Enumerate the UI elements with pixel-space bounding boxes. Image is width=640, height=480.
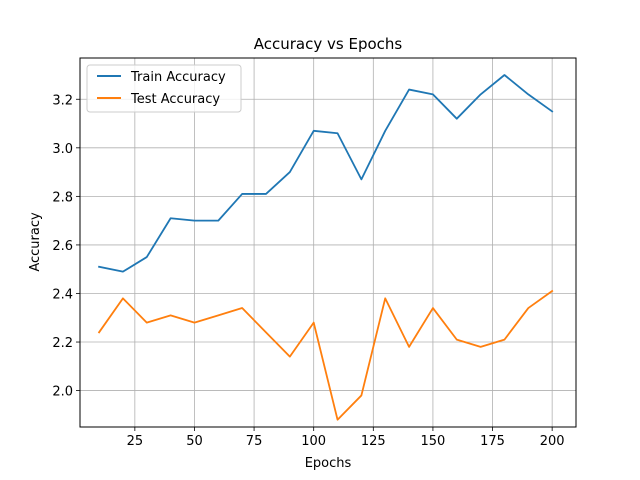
x-tick-label: 50 (186, 434, 203, 449)
data-point-train (527, 93, 529, 95)
data-point-train (146, 256, 148, 258)
x-tick-label: 200 (540, 434, 565, 449)
data-point-train (313, 130, 315, 132)
data-point-train (432, 93, 434, 95)
data-point-train (265, 193, 267, 195)
data-point-train (408, 89, 410, 91)
data-point-train (122, 271, 124, 273)
data-point-train (337, 132, 339, 134)
x-tick-label: 75 (246, 434, 263, 449)
series-line-test (97, 289, 554, 421)
plot-frame (79, 57, 577, 428)
data-point-train (170, 217, 172, 219)
data-point-train (503, 74, 505, 76)
data-point-test (503, 339, 505, 341)
data-point-train (98, 266, 100, 268)
y-tick-label: 2.4 (52, 287, 73, 302)
ticks: 25 50 75 100 125 150 175 200 2.0 2.2 2.4 2.6 2.8 3.0 3… (52, 93, 564, 449)
data-point-test (480, 346, 482, 348)
x-tick-label: 125 (361, 434, 386, 449)
x-tick-label: 175 (480, 434, 505, 449)
data-point-test (122, 297, 124, 299)
data-point-test (289, 356, 291, 358)
data-point-test (193, 322, 195, 324)
data-point-test (265, 331, 267, 333)
data-point-test (551, 290, 553, 292)
data-point-test (241, 307, 243, 309)
data-point-train (384, 130, 386, 132)
data-point-test (337, 419, 339, 421)
legend-label-test: Test Accuracy (130, 92, 220, 107)
data-point-test (384, 297, 386, 299)
data-point-test (527, 307, 529, 309)
data-point-train (217, 220, 219, 222)
legend-box (86, 64, 242, 113)
data-point-test (146, 322, 148, 324)
legend: Train Accuracy Test Accuracy (86, 64, 242, 113)
data-point-test (98, 331, 100, 333)
y-tick-label: 3.0 (52, 142, 73, 157)
data-point-test (217, 314, 219, 316)
y-tick-label: 2.2 (52, 336, 73, 351)
grid (80, 58, 576, 427)
x-axis-label: Epochs (305, 456, 352, 471)
data-point-test (456, 339, 458, 341)
x-tick-label: 150 (421, 434, 446, 449)
y-tick-label: 2.6 (52, 239, 73, 254)
legend-label-train: Train Accuracy (130, 70, 226, 85)
data-point-train (551, 110, 553, 112)
chart-title: Accuracy vs Epochs (254, 35, 403, 53)
y-tick-label: 2.8 (52, 190, 73, 205)
data-point-test (360, 394, 362, 396)
data-point-train (289, 171, 291, 173)
series-line-train (98, 74, 554, 273)
data-point-train (456, 118, 458, 120)
data-point-test (170, 314, 172, 316)
data-point-test (313, 322, 315, 324)
series-layer (97, 74, 554, 421)
x-tick-label: 25 (127, 434, 144, 449)
y-axis-label: Accuracy (28, 212, 43, 272)
data-point-test (408, 346, 410, 348)
data-point-train (241, 193, 243, 195)
data-point-train (193, 220, 195, 222)
y-tick-label: 3.2 (52, 93, 73, 108)
data-point-test (432, 307, 434, 309)
data-point-train (480, 93, 482, 95)
y-tick-label: 2.0 (52, 385, 73, 400)
data-point-train (360, 178, 362, 180)
x-tick-label: 100 (301, 434, 326, 449)
